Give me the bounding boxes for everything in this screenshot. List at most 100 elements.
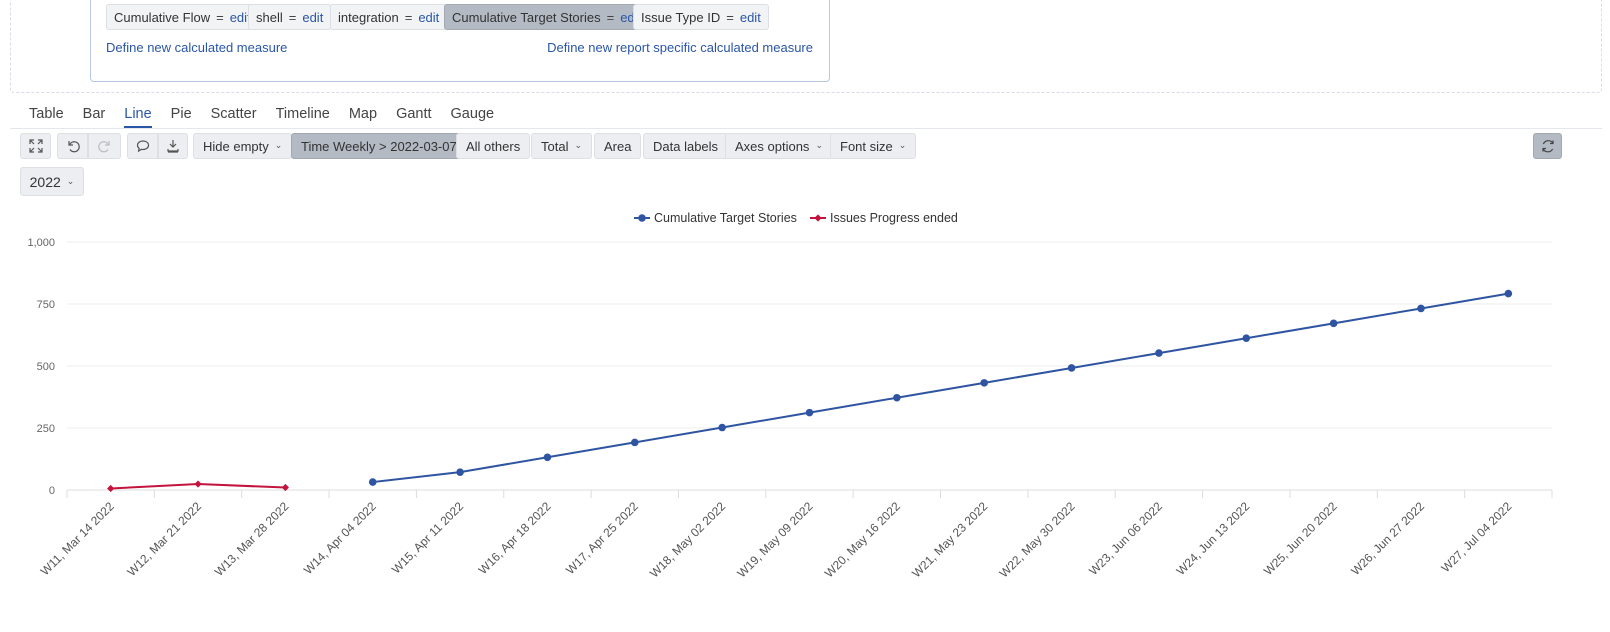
legend-label: Cumulative Target Stories bbox=[654, 211, 797, 225]
measures-panel: Cumulative Flow = edit shell = edit integrat… bbox=[90, 0, 830, 82]
time-filter-button[interactable]: Time Weekly > 2022-03-07 bbox=[291, 133, 467, 159]
equals-sign: = bbox=[404, 9, 413, 25]
edit-link[interactable]: edit bbox=[302, 9, 324, 25]
total-dropdown[interactable]: Total ⌄ bbox=[531, 133, 593, 159]
legend-marker bbox=[638, 214, 646, 222]
y-tick-label: 1,000 bbox=[27, 237, 55, 249]
font-size-dropdown[interactable]: Font size ⌄ bbox=[830, 133, 917, 159]
measure-name: integration bbox=[338, 9, 399, 25]
y-tick-label: 0 bbox=[49, 485, 55, 497]
edit-link[interactable]: edit bbox=[739, 9, 761, 25]
tab-timeline[interactable]: Timeline bbox=[275, 106, 330, 122]
tab-gauge[interactable]: Gauge bbox=[450, 106, 495, 122]
x-tick-label: W11, Mar 14 2022 bbox=[38, 499, 117, 578]
measure-chip-shell[interactable]: shell = edit bbox=[248, 4, 332, 30]
define-report-measure-link[interactable]: Define new report specific calculated me… bbox=[547, 40, 813, 55]
measure-chip-issue-type-id[interactable]: Issue Type ID = edit bbox=[633, 4, 769, 30]
data-labels-button[interactable]: Data labels bbox=[643, 133, 729, 159]
export-button[interactable] bbox=[158, 133, 188, 159]
define-calculated-measure-link[interactable]: Define new calculated measure bbox=[106, 40, 288, 55]
x-tick-label: W14, Apr 04 2022 bbox=[301, 499, 379, 577]
equals-sign: = bbox=[726, 9, 734, 25]
chart-type-tabs: Table Bar Line Pie Scatter Timeline Map … bbox=[29, 104, 513, 128]
tab-map[interactable]: Map bbox=[348, 106, 378, 122]
chevron-down-icon: ⌄ bbox=[274, 139, 283, 150]
tab-scatter[interactable]: Scatter bbox=[210, 106, 257, 122]
time-filter-label: Time Weekly > 2022-03-07 bbox=[301, 138, 457, 154]
data-point bbox=[456, 468, 464, 476]
undo-button[interactable] bbox=[57, 133, 88, 159]
redo-button[interactable] bbox=[88, 133, 121, 159]
edit-link[interactable]: edit bbox=[418, 9, 440, 25]
equals-sign: = bbox=[606, 9, 615, 25]
fullscreen-button[interactable] bbox=[20, 133, 51, 159]
measure-name: Cumulative Flow bbox=[114, 9, 211, 25]
y-tick-label: 250 bbox=[37, 423, 55, 435]
x-tick-label: W27, Jul 04 2022 bbox=[1438, 499, 1514, 575]
x-tick-label: W16, Apr 18 2022 bbox=[476, 499, 554, 577]
series-cumulative-target-stories bbox=[368, 289, 1513, 486]
tab-bar[interactable]: Bar bbox=[82, 106, 106, 122]
area-button[interactable]: Area bbox=[594, 133, 642, 159]
chevron-down-icon: ⌄ bbox=[66, 176, 75, 186]
measure-name: Issue Type ID bbox=[641, 9, 721, 25]
measures-section bbox=[10, 0, 1602, 93]
axes-options-dropdown[interactable]: Axes options ⌄ bbox=[725, 133, 833, 159]
data-point bbox=[1067, 364, 1076, 372]
x-tick-label: W19, May 09 2022 bbox=[734, 499, 815, 580]
x-tick-label: W20, May 16 2022 bbox=[822, 499, 903, 580]
tab-table[interactable]: Table bbox=[29, 106, 64, 122]
measure-chip-cumulative-target-stories[interactable]: Cumulative Target Stories = edit bbox=[444, 4, 650, 30]
x-tick-label: W24, Jun 13 2022 bbox=[1174, 499, 1253, 578]
total-label: Total bbox=[541, 138, 569, 154]
y-tick-label: 500 bbox=[37, 361, 55, 373]
line-chart: 0 250 500 750 1,000 W11, Mar 14 2022 W12, Mar … bbox=[27, 211, 1553, 580]
measure-chip-cumulative-flow[interactable]: Cumulative Flow = edit bbox=[106, 4, 259, 30]
series-line bbox=[372, 292, 1509, 484]
tab-gantt[interactable]: Gantt bbox=[396, 106, 432, 122]
data-point bbox=[107, 484, 115, 493]
tab-line[interactable]: Line bbox=[124, 104, 152, 128]
tabs-divider bbox=[10, 128, 1602, 129]
data-point bbox=[980, 379, 989, 387]
data-point bbox=[718, 423, 726, 432]
comment-icon bbox=[136, 140, 149, 153]
x-tick-label: W22, May 30 2022 bbox=[997, 499, 1078, 580]
tab-pie[interactable]: Pie bbox=[170, 106, 192, 122]
data-point bbox=[805, 408, 814, 417]
data-point bbox=[893, 393, 901, 402]
refresh-icon bbox=[1541, 140, 1554, 153]
fullscreen-icon bbox=[28, 139, 43, 153]
x-tick-label: W21, May 23 2022 bbox=[909, 499, 990, 580]
year-select[interactable]: 2022 ⌄ bbox=[20, 167, 84, 196]
x-tick-label: W13, Mar 28 2022 bbox=[212, 499, 292, 579]
measure-name: shell bbox=[256, 9, 283, 25]
data-point bbox=[1417, 304, 1425, 313]
axes-options-label: Axes options bbox=[735, 138, 810, 154]
auto-refresh-button[interactable] bbox=[1533, 133, 1562, 159]
chevron-down-icon: ⌄ bbox=[574, 139, 583, 150]
series-issues-progress-ended bbox=[107, 480, 289, 493]
data-point bbox=[194, 480, 202, 488]
x-tick-label: W25, Jun 20 2022 bbox=[1261, 499, 1340, 578]
comment-button[interactable] bbox=[127, 133, 158, 159]
legend-marker bbox=[814, 214, 822, 222]
equals-sign: = bbox=[288, 9, 297, 25]
chevron-down-icon: ⌄ bbox=[898, 139, 907, 150]
hide-empty-dropdown[interactable]: Hide empty ⌄ bbox=[193, 133, 293, 159]
measure-name: Cumulative Target Stories bbox=[452, 9, 601, 25]
x-tick-label: W23, Jun 06 2022 bbox=[1086, 499, 1165, 578]
y-tick-label: 750 bbox=[37, 299, 55, 311]
legend-item: Cumulative Target Stories bbox=[634, 211, 797, 225]
data-point bbox=[543, 453, 552, 462]
measure-chip-integration[interactable]: integration = edit bbox=[330, 4, 448, 30]
legend-item: Issues Progress ended bbox=[810, 211, 958, 225]
x-tick-label: W17, Apr 25 2022 bbox=[563, 499, 641, 577]
data-point bbox=[630, 438, 639, 447]
edit-link[interactable]: edit bbox=[229, 9, 251, 25]
data-point bbox=[1155, 349, 1163, 357]
all-others-button[interactable]: All others bbox=[456, 133, 531, 159]
data-point bbox=[1242, 334, 1251, 343]
chevron-down-icon: ⌄ bbox=[815, 139, 823, 150]
redo-icon bbox=[97, 141, 110, 153]
